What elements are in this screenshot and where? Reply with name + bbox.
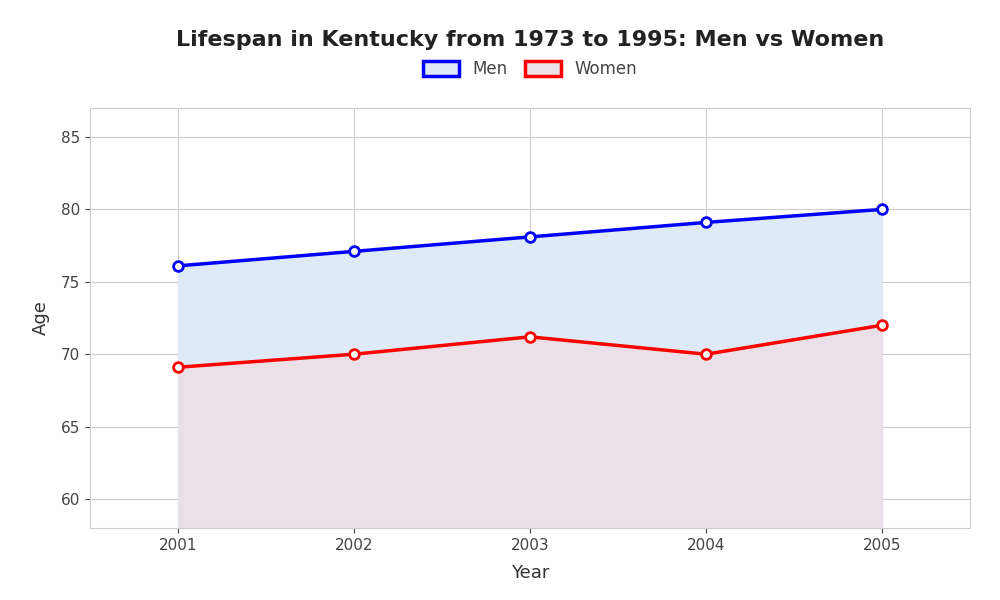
Title: Lifespan in Kentucky from 1973 to 1995: Men vs Women: Lifespan in Kentucky from 1973 to 1995: … <box>176 29 884 49</box>
Legend: Men, Women: Men, Women <box>416 53 644 85</box>
X-axis label: Year: Year <box>511 564 549 582</box>
Y-axis label: Age: Age <box>32 301 50 335</box>
